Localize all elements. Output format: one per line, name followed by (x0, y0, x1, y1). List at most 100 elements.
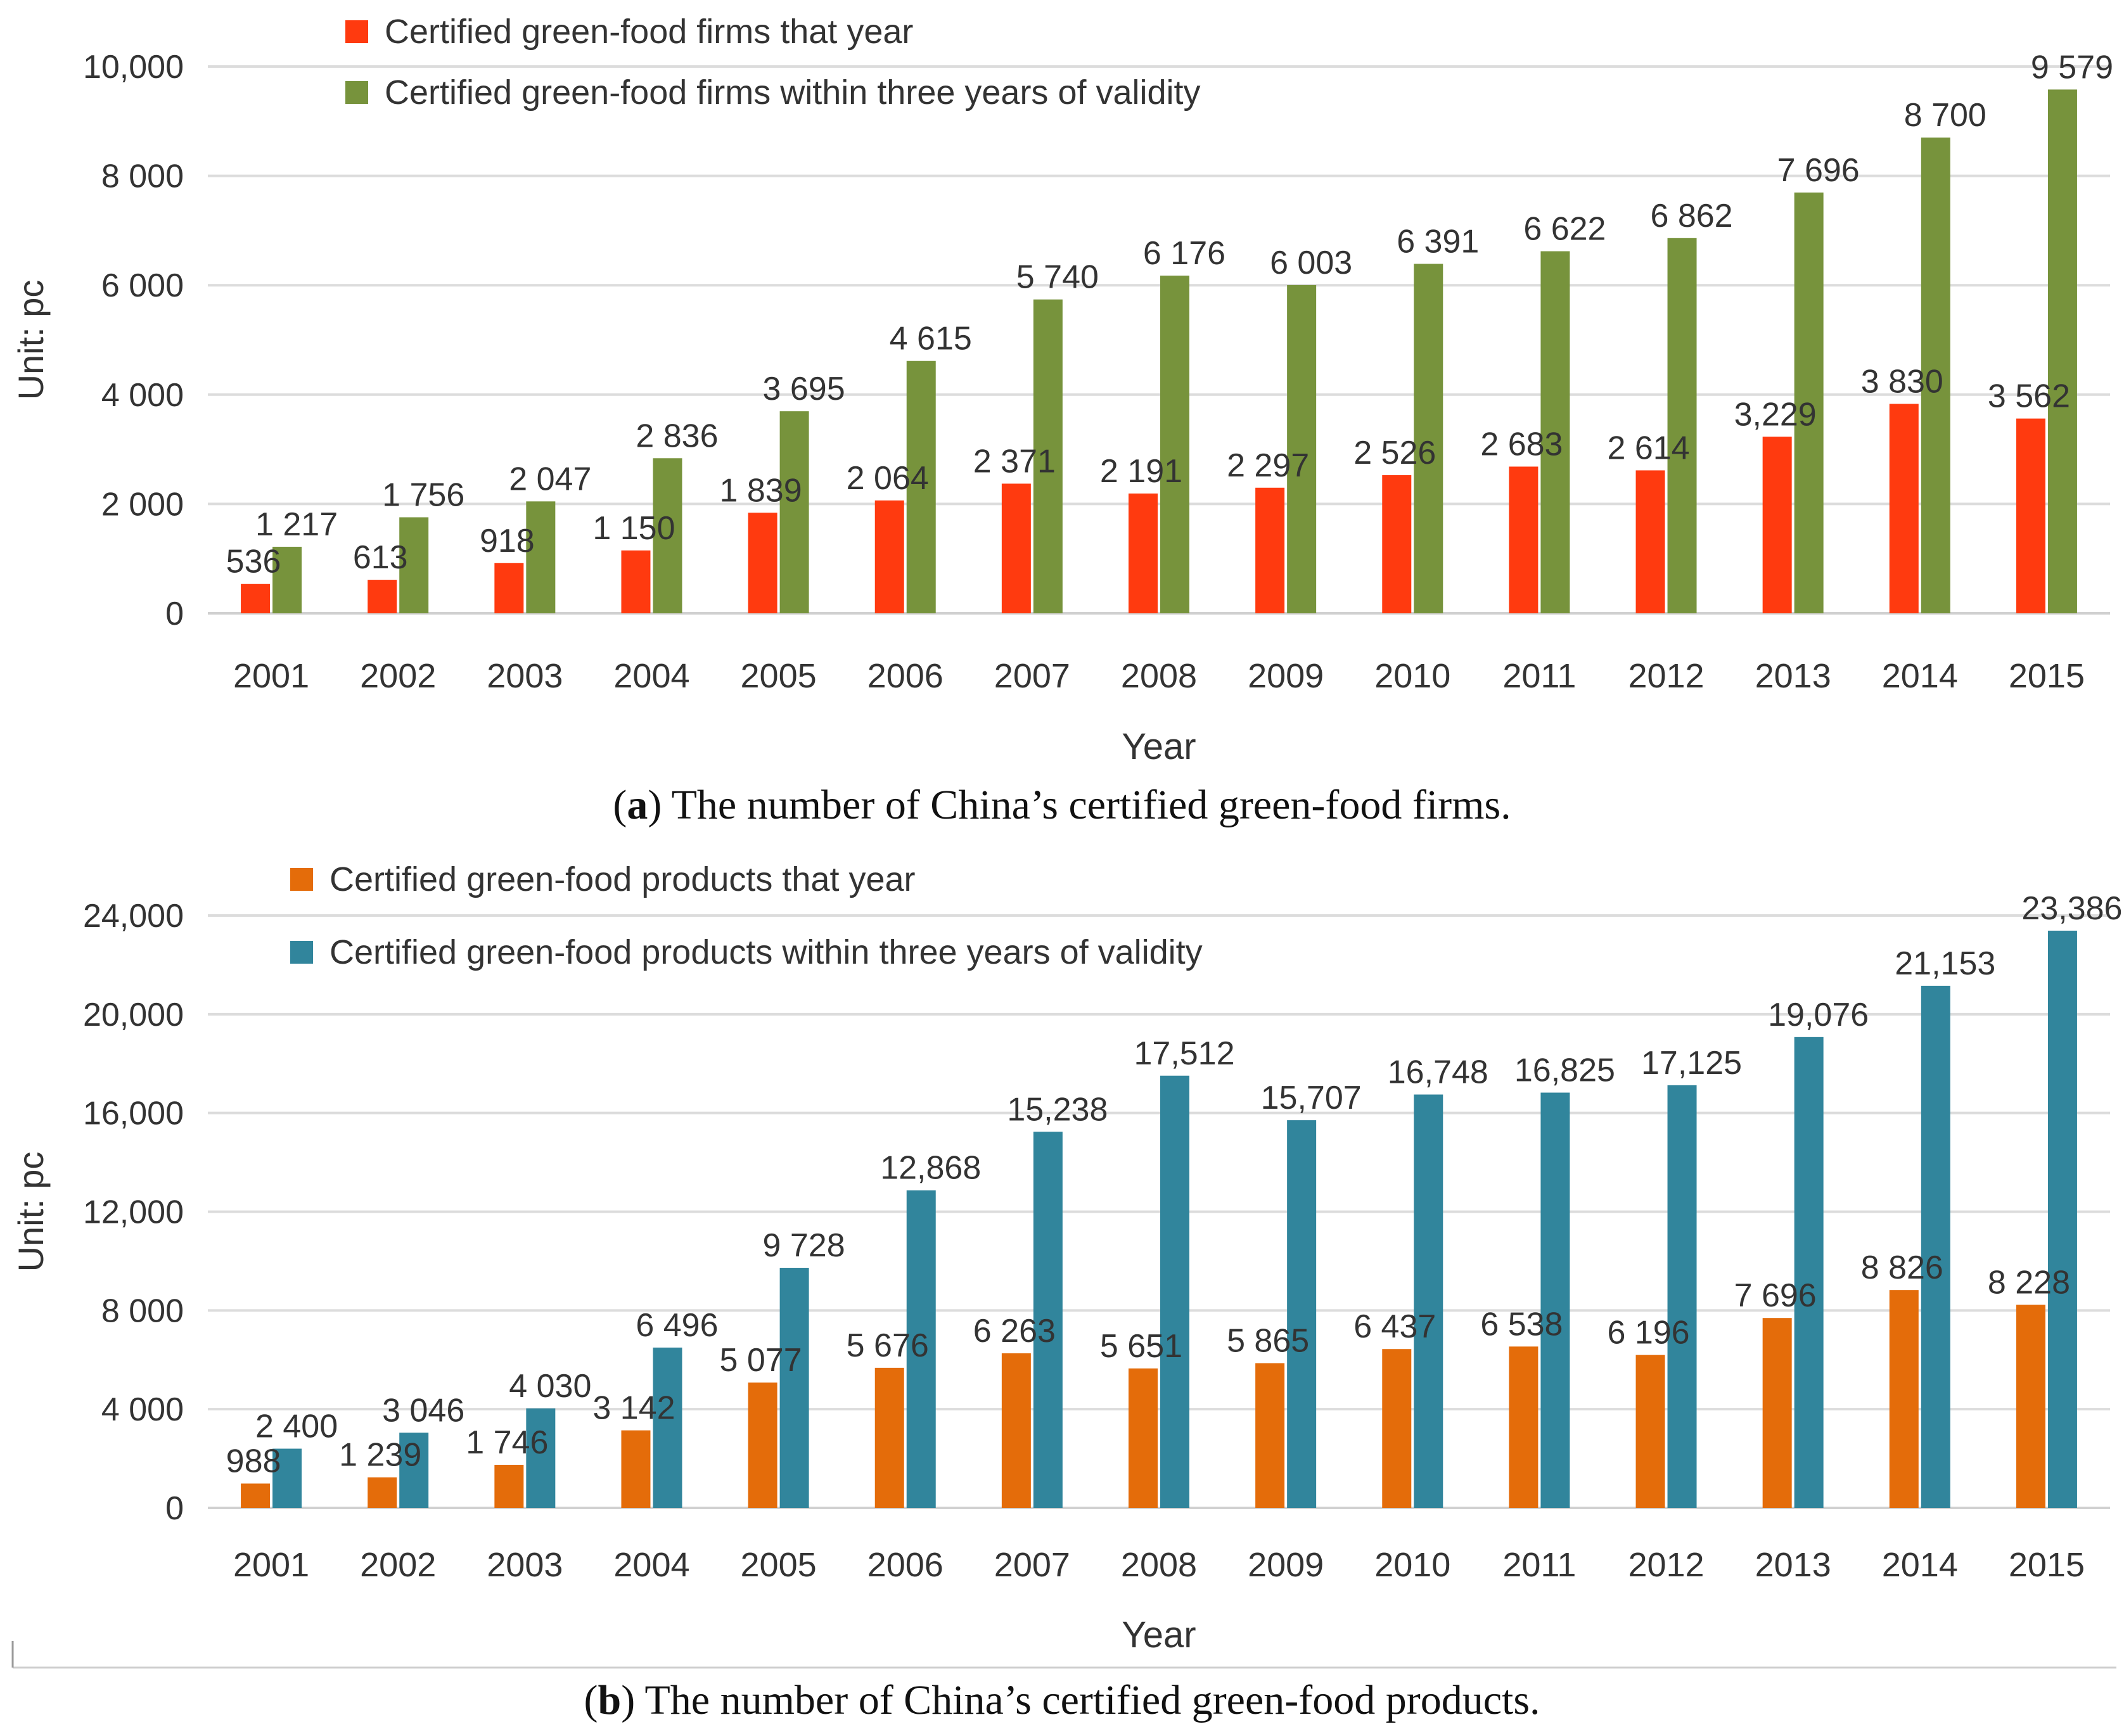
data-label: 1 839 (720, 472, 802, 509)
data-label: 2 526 (1353, 435, 1436, 471)
bar (1382, 1349, 1412, 1508)
data-label: 4 030 (509, 1368, 591, 1405)
bar (1287, 1120, 1317, 1508)
x-tick-label: 2011 (1502, 1546, 1576, 1584)
y-tick-label: 0 (165, 596, 184, 632)
bar (1033, 299, 1063, 613)
x-tick-label: 2003 (487, 657, 563, 695)
data-label: 2 836 (636, 418, 718, 454)
bar (1033, 1132, 1063, 1508)
data-label: 3,229 (1734, 396, 1817, 433)
bar (526, 1408, 556, 1508)
legend-label: Certified green-food firms that year (385, 13, 913, 51)
bar (1255, 487, 1285, 613)
bar (1540, 1092, 1570, 1508)
data-label: 6 862 (1650, 198, 1732, 234)
data-label: 2 614 (1607, 430, 1689, 466)
x-tick-label: 2002 (360, 1546, 436, 1584)
x-tick-label: 2013 (1755, 657, 1831, 695)
data-label: 2 191 (1100, 453, 1182, 490)
data-label: 12,868 (880, 1150, 981, 1187)
bar (1540, 251, 1570, 614)
bar (653, 1347, 682, 1508)
bar (1635, 470, 1665, 613)
x-tick-label: 2009 (1248, 1546, 1324, 1584)
data-label: 6 538 (1480, 1306, 1563, 1343)
data-label: 5 676 (847, 1327, 929, 1364)
x-tick-label: 2008 (1121, 657, 1197, 695)
x-tick-label: 2005 (741, 1546, 817, 1584)
data-label: 1 150 (592, 510, 675, 547)
data-label: 5 651 (1100, 1328, 1182, 1365)
data-label: 6 437 (1353, 1308, 1436, 1345)
data-label: 21,153 (1895, 945, 1995, 982)
bar (272, 1448, 302, 1508)
x-tick-label: 2001 (233, 657, 309, 695)
x-tick-label: 2015 (2009, 657, 2085, 695)
data-label: 3 830 (1861, 363, 1943, 400)
x-tick-label: 2007 (994, 657, 1070, 695)
bar (874, 1367, 904, 1508)
data-label: 6 003 (1270, 245, 1352, 281)
bar (2016, 1305, 2045, 1508)
data-label: 23,386 (2021, 890, 2122, 927)
data-label: 2 297 (1227, 447, 1309, 484)
bar (1889, 1290, 1919, 1508)
x-tick-label: 2001 (233, 1546, 309, 1584)
figure-caption: (b) The number of China’s certified gree… (584, 1677, 1540, 1723)
bar (1762, 1318, 1792, 1508)
legend-swatch (345, 20, 368, 43)
bar (399, 517, 429, 613)
x-tick-label: 2012 (1628, 1546, 1704, 1584)
bar (874, 500, 904, 613)
data-label: 1 756 (382, 476, 464, 513)
bar (621, 1430, 651, 1508)
bar (494, 1464, 524, 1508)
y-tick-label: 8 000 (101, 1292, 184, 1329)
data-label: 8 228 (1988, 1264, 2070, 1301)
data-label: 17,125 (1641, 1045, 1742, 1082)
x-tick-label: 2004 (613, 657, 689, 695)
bar (2047, 930, 2077, 1508)
data-label: 17,512 (1134, 1035, 1234, 1072)
bar (1129, 493, 1158, 613)
y-axis-title: Unit: pc (11, 1152, 51, 1272)
y-tick-label: 2 000 (101, 486, 184, 523)
data-label: 3 046 (382, 1392, 464, 1429)
bar (1001, 1353, 1031, 1508)
data-label: 6 496 (636, 1307, 718, 1344)
bar (241, 1483, 271, 1508)
legend-label: Certified green-food firms within three … (385, 73, 1201, 112)
bar (748, 513, 777, 613)
y-tick-label: 0 (165, 1490, 184, 1527)
data-label: 918 (480, 523, 535, 559)
data-label: 1 746 (466, 1424, 548, 1461)
bar (1509, 466, 1539, 613)
bar (1255, 1363, 1285, 1508)
y-tick-label: 16,000 (83, 1095, 184, 1132)
bar (1414, 264, 1443, 614)
data-label: 2 064 (847, 460, 929, 497)
x-tick-label: 2006 (867, 657, 944, 695)
data-label: 6 263 (973, 1313, 1056, 1350)
legend-swatch (290, 941, 313, 964)
data-label: 5 865 (1227, 1323, 1309, 1360)
bar (368, 580, 397, 613)
bar (1667, 238, 1697, 613)
bar (241, 584, 271, 613)
x-axis-title: Year (1122, 1614, 1196, 1656)
bar (1160, 276, 1189, 613)
bar (906, 1190, 936, 1508)
bar (621, 550, 651, 613)
x-axis-title: Year (1122, 726, 1196, 767)
figure-caption: (a) The number of China’s certified gree… (613, 782, 1511, 828)
data-label: 6 622 (1523, 211, 1606, 248)
data-label: 536 (226, 544, 281, 580)
x-tick-label: 2003 (487, 1546, 563, 1584)
x-tick-label: 2002 (360, 657, 436, 695)
legend-swatch (345, 81, 368, 104)
data-label: 6 196 (1607, 1315, 1689, 1351)
x-tick-label: 2010 (1374, 1546, 1450, 1584)
